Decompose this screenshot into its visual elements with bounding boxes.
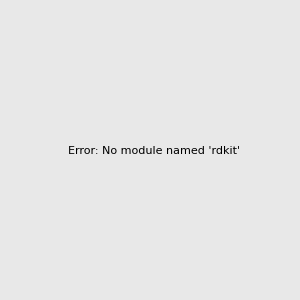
Text: Error: No module named 'rdkit': Error: No module named 'rdkit': [68, 146, 240, 157]
